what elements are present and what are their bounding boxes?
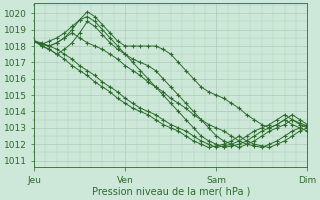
X-axis label: Pression niveau de la mer( hPa ): Pression niveau de la mer( hPa ) xyxy=(92,187,250,197)
